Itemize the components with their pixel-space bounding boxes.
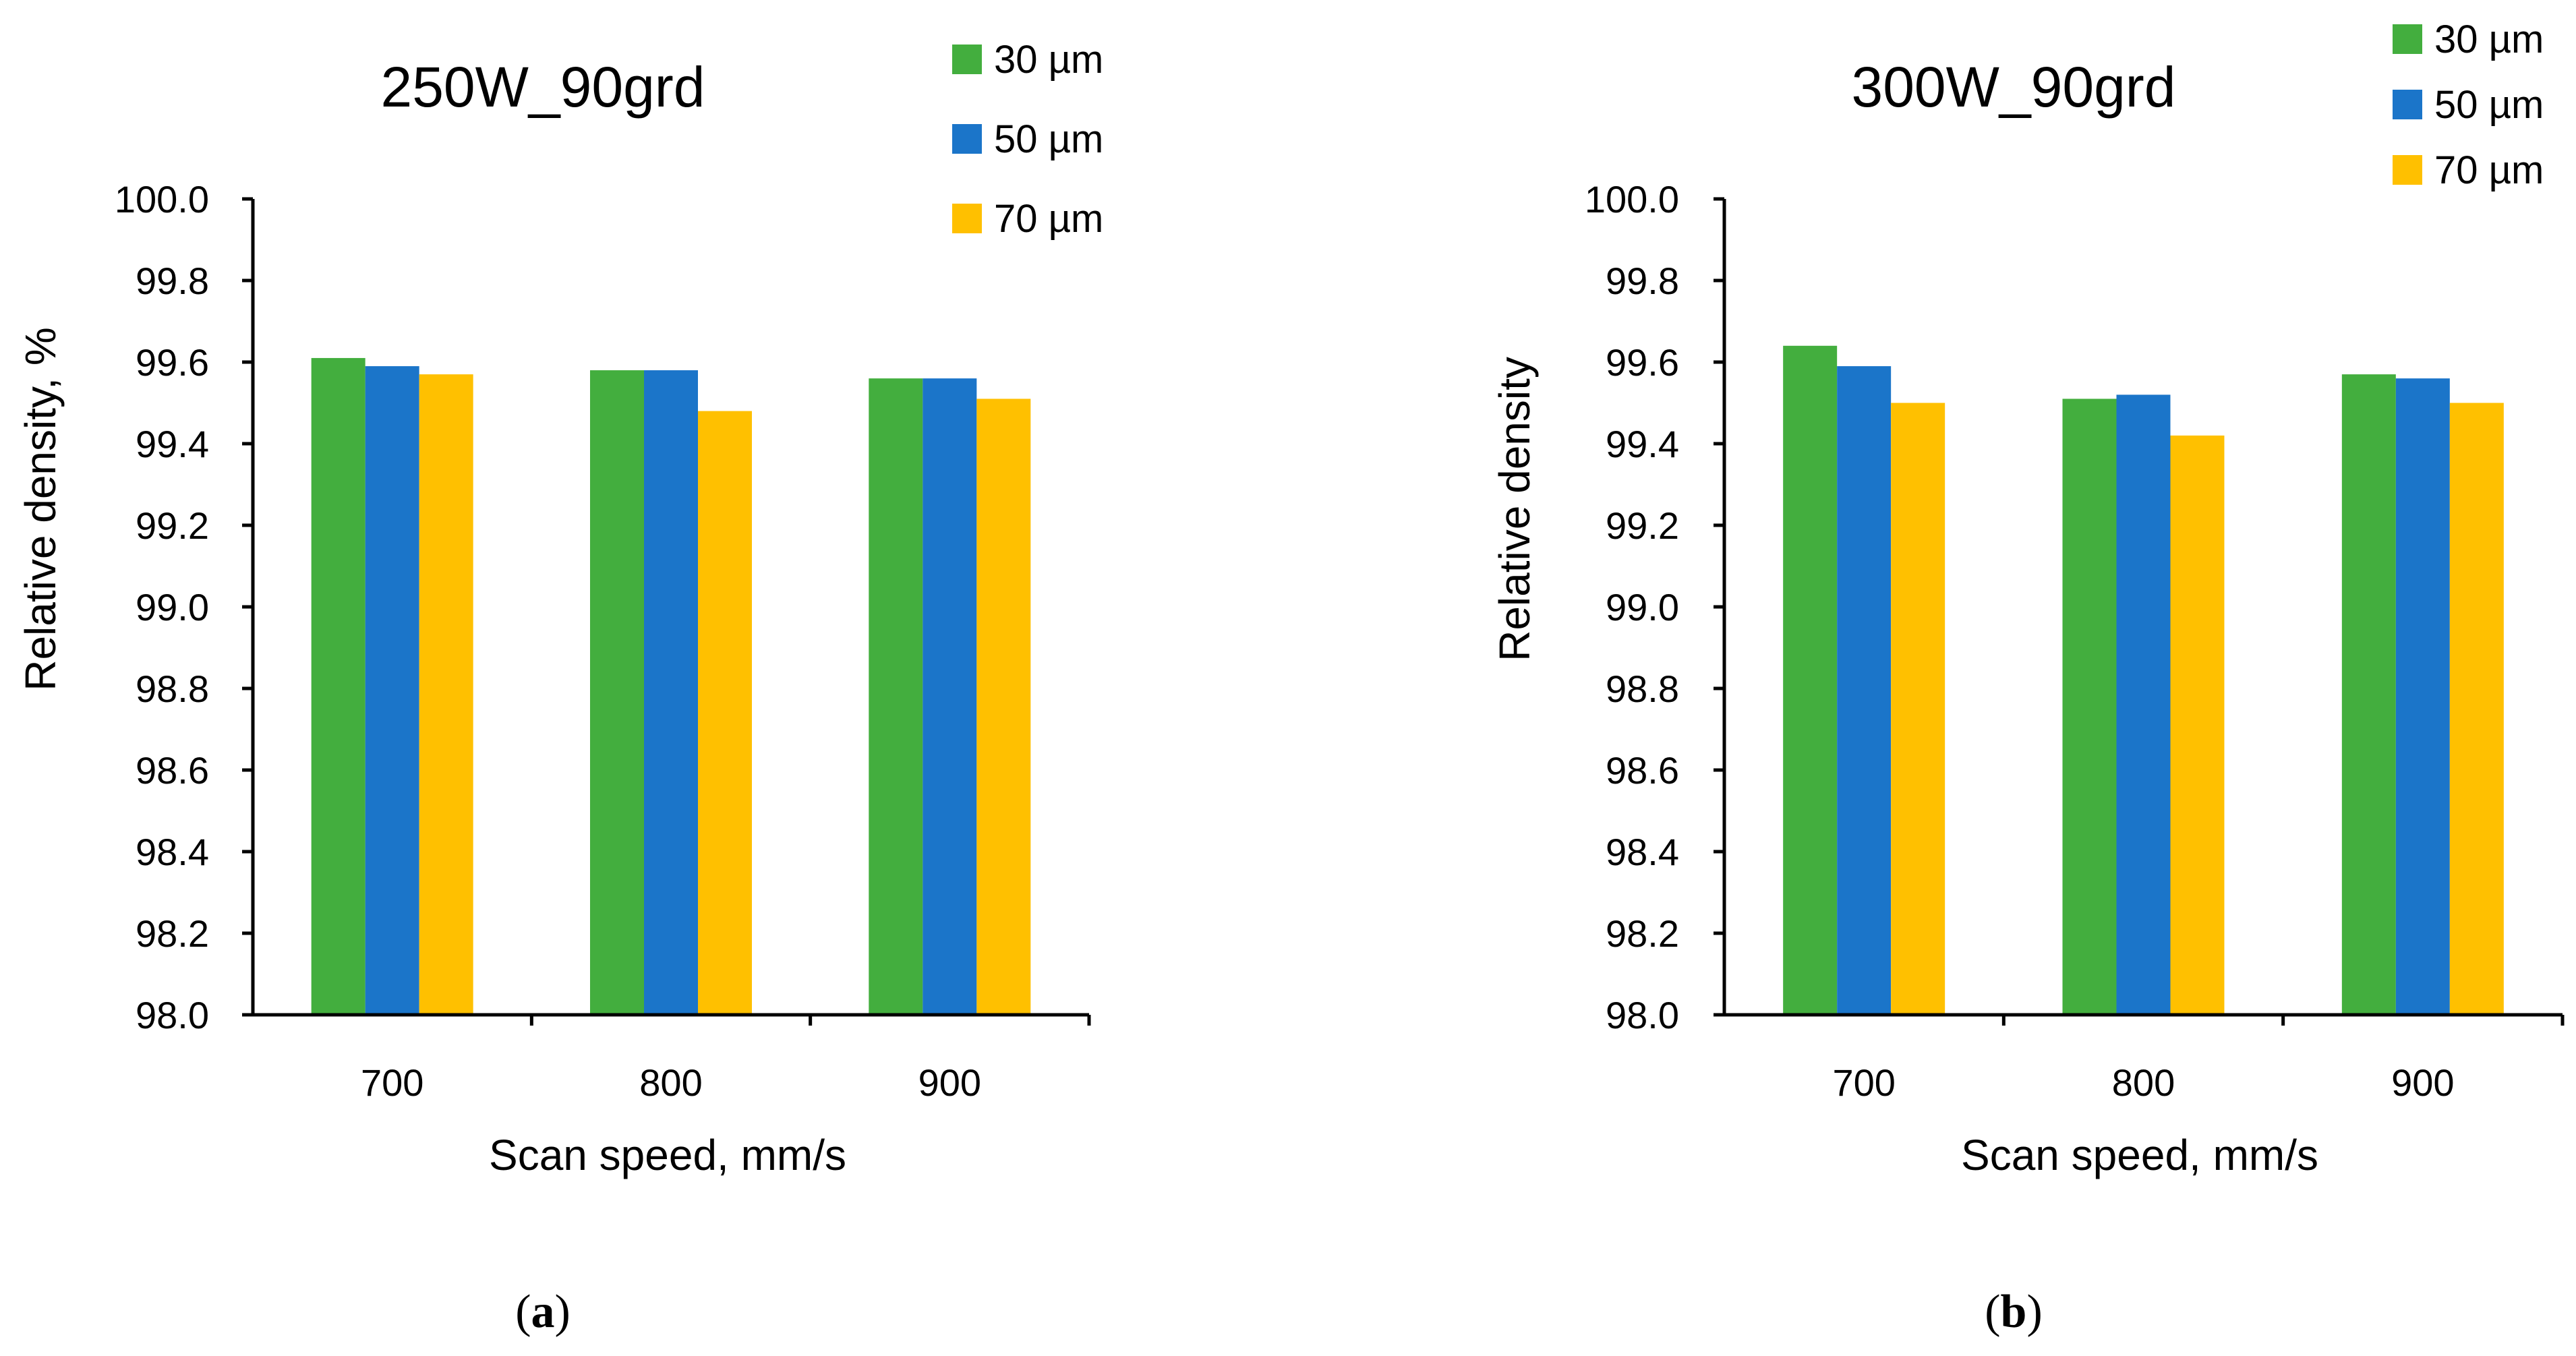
legend-swatch — [2393, 155, 2422, 185]
legend-label: 30 µm — [2434, 18, 2544, 61]
bar-800-50um — [644, 370, 698, 1015]
chart-panel-a: 250W_90grd Relative density, % Scan speed,… — [16, 38, 1103, 1338]
x-tick-label: 700 — [361, 1061, 423, 1104]
x-axis-label: Scan speed, mm/s — [489, 1131, 846, 1179]
y-tick-label: 100.0 — [115, 178, 209, 220]
bar-700-70um — [1891, 403, 1945, 1015]
y-tick-label: 99.6 — [1606, 341, 1679, 384]
chart-title: 300W_90grd — [1852, 55, 2176, 119]
legend-swatch — [2393, 90, 2422, 119]
y-tick-label: 98.0 — [1606, 994, 1679, 1036]
y-tick-label: 98.4 — [136, 831, 209, 873]
x-tick-label: 900 — [918, 1061, 981, 1104]
y-tick-label: 98.6 — [1606, 749, 1679, 792]
bar-700-50um — [365, 366, 419, 1015]
y-tick-label: 98.4 — [1606, 831, 1679, 873]
x-tick-label: 700 — [1832, 1061, 1895, 1104]
panel-caption: (a) — [515, 1286, 570, 1338]
bar-900-30um — [2341, 374, 2396, 1015]
chart-panel-b: 300W_90grd Relative density Scan speed, mm… — [1490, 18, 2565, 1338]
legend-label: 50 µm — [2434, 83, 2544, 127]
bar-800-70um — [2170, 435, 2225, 1015]
legend-label: 30 µm — [994, 38, 1103, 82]
y-tick-label: 99.4 — [1606, 423, 1679, 465]
bar-900-50um — [2395, 378, 2450, 1015]
bar-700-70um — [419, 374, 473, 1015]
bar-900-30um — [869, 378, 923, 1015]
y-tick-label: 99.8 — [1606, 260, 1679, 302]
y-tick-label: 99.2 — [1606, 504, 1679, 547]
y-tick-label: 98.2 — [1606, 912, 1679, 955]
bar-900-70um — [2449, 403, 2504, 1015]
panel-caption-letter: a — [531, 1286, 555, 1338]
y-tick-label: 100.0 — [1585, 178, 1679, 220]
bar-700-50um — [1837, 366, 1892, 1015]
bar-800-30um — [2062, 399, 2117, 1015]
bar-800-70um — [698, 411, 752, 1015]
panel-caption-letter: b — [2001, 1286, 2027, 1338]
legend-swatch — [952, 45, 982, 74]
bar-900-50um — [923, 378, 977, 1015]
legend-swatch — [2393, 24, 2422, 54]
y-tick-label: 99.0 — [1606, 586, 1679, 628]
bar-800-50um — [2116, 394, 2171, 1015]
bar-700-30um — [311, 357, 365, 1015]
panel-caption: (b) — [1985, 1286, 2043, 1338]
y-tick-label: 99.2 — [136, 504, 209, 547]
legend-label: 70 µm — [2434, 148, 2544, 192]
bar-800-30um — [590, 370, 644, 1015]
y-tick-label: 98.8 — [1606, 668, 1679, 710]
legend-swatch — [952, 204, 982, 233]
x-axis-label: Scan speed, mm/s — [1961, 1131, 2318, 1179]
y-tick-label: 99.6 — [136, 341, 209, 384]
legend-swatch — [952, 124, 982, 154]
bar-700-30um — [1783, 345, 1838, 1015]
y-tick-label: 98.8 — [136, 668, 209, 710]
y-axis-label: Relative density — [1490, 357, 1539, 661]
chart-title: 250W_90grd — [381, 55, 705, 119]
y-tick-label: 99.0 — [136, 586, 209, 628]
x-tick-label: 800 — [639, 1061, 702, 1104]
y-tick-label: 99.8 — [136, 260, 209, 302]
legend-label: 70 µm — [994, 197, 1103, 241]
legend-label: 50 µm — [994, 117, 1103, 161]
x-tick-label: 900 — [2391, 1061, 2454, 1104]
y-tick-label: 98.6 — [136, 749, 209, 792]
y-tick-label: 98.0 — [136, 994, 209, 1036]
y-axis-label: Relative density, % — [16, 327, 65, 691]
bar-900-70um — [976, 399, 1031, 1015]
y-tick-label: 98.2 — [136, 912, 209, 955]
y-tick-label: 99.4 — [136, 423, 209, 465]
x-tick-label: 800 — [2112, 1061, 2175, 1104]
